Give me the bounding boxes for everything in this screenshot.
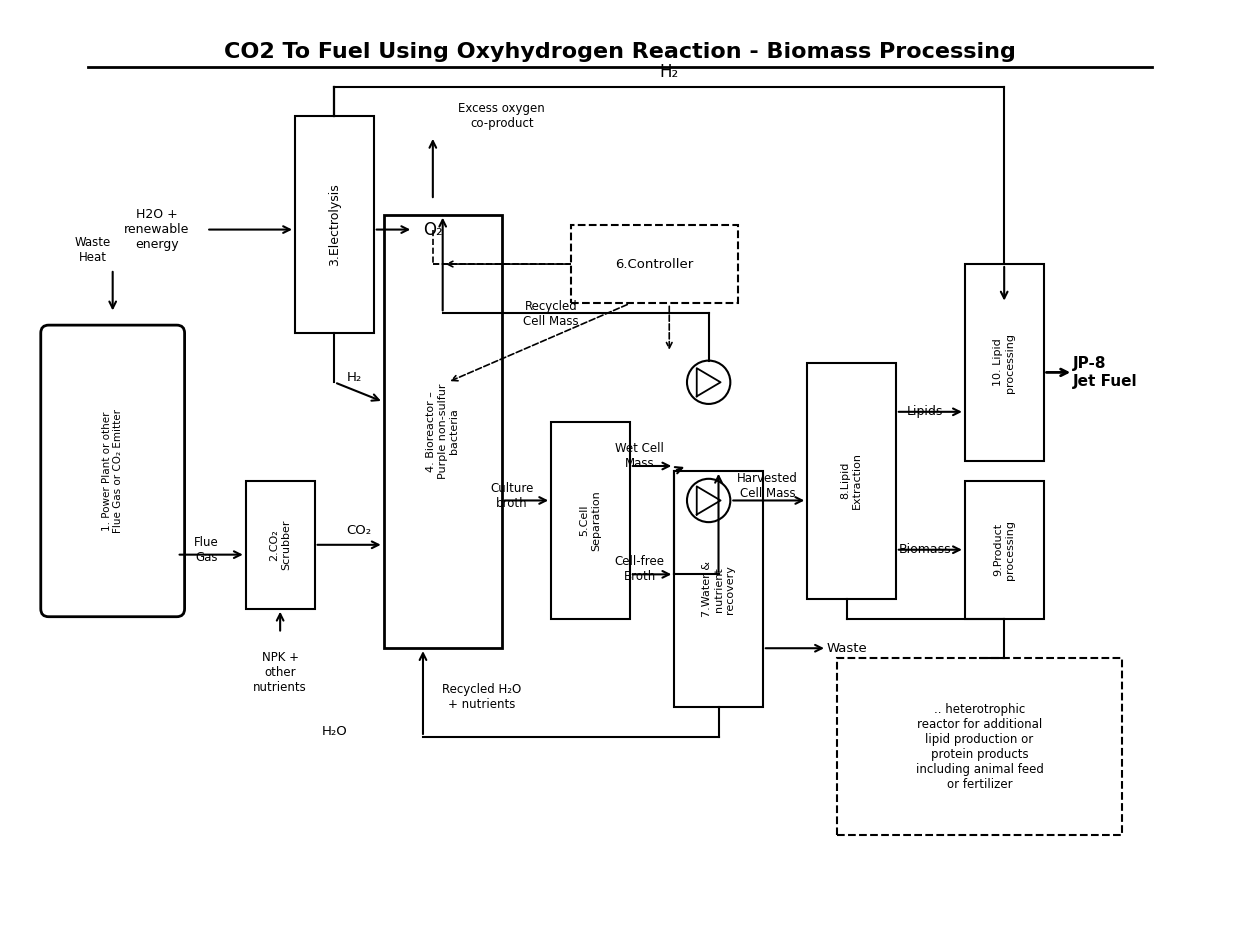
Text: H2O +
renewable
energy: H2O + renewable energy [124, 208, 190, 251]
Text: Waste
Heat: Waste Heat [74, 236, 112, 264]
Text: 9.Product
processing: 9.Product processing [993, 519, 1016, 580]
Text: Culture
broth: Culture broth [490, 481, 533, 509]
Bar [570, 224, 738, 304]
Text: 6.Controller: 6.Controller [615, 258, 693, 271]
Bar [383, 215, 502, 648]
Bar [807, 362, 895, 599]
Text: Harvested
Cell Mass: Harvested Cell Mass [738, 472, 799, 500]
Text: 4. Bioreactor –
Purple non-sulfur
bacteria: 4. Bioreactor – Purple non-sulfur bacter… [427, 384, 459, 479]
Bar [675, 471, 763, 708]
Bar [965, 480, 1044, 619]
Text: Cell-free
Broth: Cell-free Broth [615, 556, 665, 584]
Text: Recycled H₂O
+ nutrients: Recycled H₂O + nutrients [443, 683, 522, 711]
Bar [965, 264, 1044, 461]
Text: CO2 To Fuel Using Oxyhydrogen Reaction - Biomass Processing: CO2 To Fuel Using Oxyhydrogen Reaction -… [224, 42, 1016, 62]
Bar [246, 480, 315, 609]
Text: .. heterotrophic
reactor for additional
lipid production or
protein products
inc: .. heterotrophic reactor for additional … [915, 703, 1044, 790]
Bar [837, 658, 1122, 835]
Text: 1. Power Plant or other
Flue Gas or CO₂ Emitter: 1. Power Plant or other Flue Gas or CO₂ … [102, 409, 124, 533]
Text: 5.Cell
Separation: 5.Cell Separation [579, 490, 601, 550]
Text: Biomass: Biomass [899, 543, 951, 556]
Text: Lipids: Lipids [908, 405, 944, 418]
Text: Wet Cell
Mass: Wet Cell Mass [615, 442, 665, 470]
Bar [295, 116, 373, 333]
Text: Recycled
Cell Mass: Recycled Cell Mass [523, 300, 579, 328]
Text: H₂: H₂ [660, 63, 678, 81]
Text: H₂O: H₂O [321, 725, 347, 738]
Text: JP-8
Jet Fuel: JP-8 Jet Fuel [1073, 357, 1138, 388]
Text: CO₂: CO₂ [346, 523, 372, 536]
Text: Flue
Gas: Flue Gas [193, 535, 218, 564]
Text: NPK +
other
nutrients: NPK + other nutrients [253, 652, 308, 695]
Text: 8.Lipid
Extraction: 8.Lipid Extraction [841, 452, 862, 509]
FancyBboxPatch shape [41, 325, 185, 616]
Text: Waste: Waste [827, 641, 868, 654]
Text: 7.Water &
nutrient
recovery: 7.Water & nutrient recovery [702, 561, 735, 617]
Text: H₂: H₂ [346, 371, 362, 384]
Text: 3.Electrolysis: 3.Electrolysis [327, 183, 341, 266]
Bar [551, 422, 630, 619]
Text: 10. Lipid
processing: 10. Lipid processing [993, 332, 1016, 393]
Text: O₂: O₂ [423, 221, 443, 238]
Text: Excess oxygen
co-product: Excess oxygen co-product [459, 102, 546, 130]
Text: 2.CO₂
Scrubber: 2.CO₂ Scrubber [269, 519, 291, 570]
